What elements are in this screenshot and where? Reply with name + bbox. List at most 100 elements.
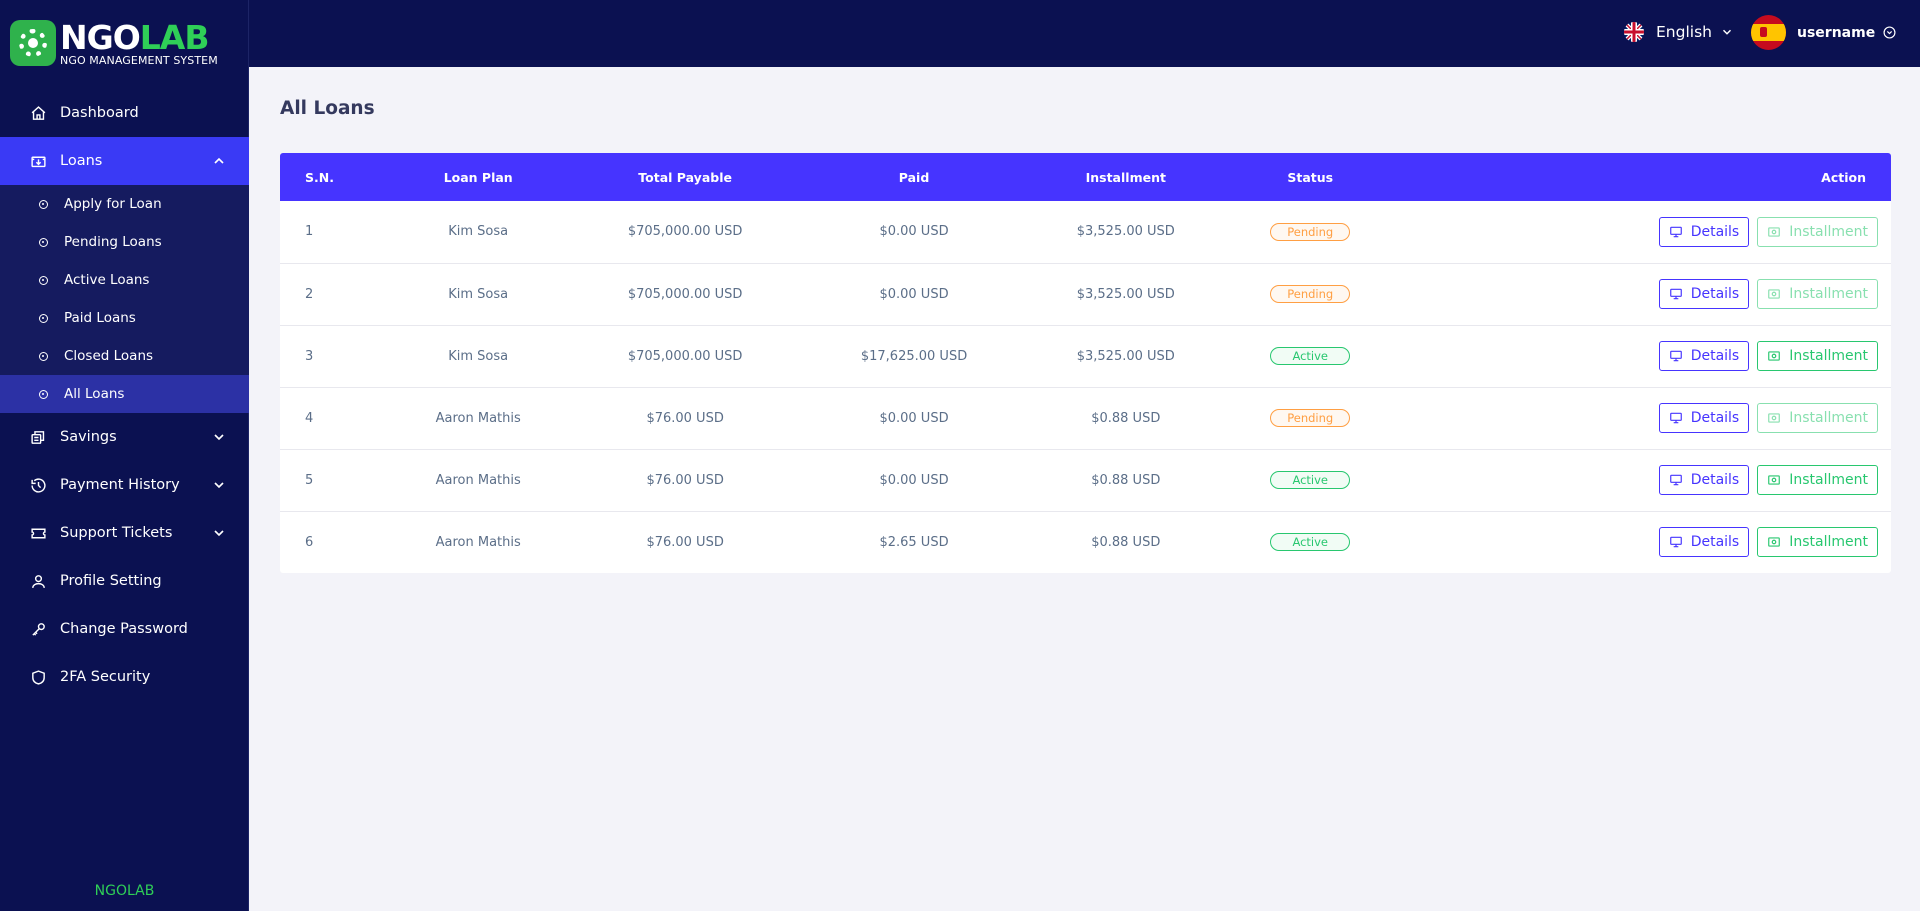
installment-button[interactable]: Installment: [1757, 403, 1878, 433]
key-icon: [29, 620, 47, 638]
user-icon: [29, 572, 47, 590]
language-selector[interactable]: English: [1624, 22, 1734, 42]
sidebar-item-support-tickets[interactable]: Support Tickets: [0, 509, 249, 557]
sidebar-subitem-pending-loans[interactable]: Pending Loans: [0, 223, 249, 261]
table-row: 6 Aaron Mathis $76.00 USD $2.65 USD $0.88 US…: [280, 511, 1891, 573]
sidebar: NGOLAB NGO MANAGEMENT SYSTEM Dashboard L…: [0, 0, 249, 911]
logo-mark-icon: [10, 20, 56, 66]
installment-button[interactable]: Installment: [1757, 279, 1878, 309]
sidebar-item-2fa-security[interactable]: 2FA Security: [0, 653, 249, 701]
circle-dot-icon: [39, 389, 48, 399]
money-bill-icon: [1767, 349, 1781, 363]
desktop-icon: [1669, 349, 1683, 363]
circle-dot-icon: [39, 313, 48, 323]
cell-installment: $3,525.00 USD: [1076, 348, 1175, 364]
user-menu[interactable]: username: [1751, 15, 1896, 50]
sidebar-subitem-apply-loan[interactable]: Apply for Loan: [0, 185, 249, 223]
details-button[interactable]: Details: [1658, 216, 1750, 247]
cell-paid: $17,625.00 USD: [860, 348, 968, 364]
cell-paid: $0.00 USD: [879, 224, 949, 240]
details-button[interactable]: Details: [1658, 465, 1750, 495]
logo-wordmark: NGOLAB: [60, 17, 209, 57]
cell-loan-plan: Kim Sosa: [448, 224, 509, 240]
chevron-up-icon: [211, 153, 227, 169]
details-button-label: Details: [1690, 534, 1740, 551]
cell-action: Details Installment: [1393, 201, 1891, 263]
chevron-down-icon: [211, 525, 227, 541]
desktop-icon: [1669, 535, 1683, 549]
status-badge: Pending: [1270, 409, 1351, 427]
cell-status: Active: [1227, 449, 1393, 511]
desktop-icon: [1669, 225, 1683, 239]
details-button[interactable]: Details: [1658, 527, 1750, 558]
details-button-label: Details: [1690, 223, 1740, 240]
cell-action: Details Installment: [1393, 449, 1891, 511]
table-row: 1 Kim Sosa $705,000.00 USD $0.00 USD $3,525.…: [280, 201, 1891, 263]
column-header-loan-plan: Loan Plan: [443, 169, 513, 185]
sidebar-subitem-active-loans[interactable]: Active Loans: [0, 261, 249, 299]
installment-button[interactable]: Installment: [1757, 341, 1878, 371]
cell-status: Active: [1227, 325, 1393, 387]
cell-action: Details Installment: [1393, 387, 1891, 449]
installment-button[interactable]: Installment: [1757, 216, 1878, 247]
sidebar-subitem-paid-loans[interactable]: Paid Loans: [0, 299, 249, 337]
brand-logo[interactable]: NGOLAB NGO MANAGEMENT SYSTEM: [10, 18, 218, 68]
column-header-installment: Installment: [1085, 169, 1166, 185]
sidebar-subitem-closed-loans[interactable]: Closed Loans: [0, 337, 249, 375]
money-bill-icon: [1767, 225, 1781, 239]
details-button-label: Details: [1690, 472, 1740, 488]
sidebar-subitem-all-loans[interactable]: All Loans: [0, 375, 249, 413]
cell-action: Details Installment: [1393, 511, 1891, 573]
cell-total-payable: $705,000.00 USD: [627, 348, 743, 364]
cell-action: Details Installment: [1393, 325, 1891, 387]
cell-sn: 6: [305, 534, 314, 550]
language-label: English: [1656, 23, 1712, 41]
sidebar-item-profile-setting[interactable]: Profile Setting: [0, 557, 249, 605]
cell-installment: $0.88 USD: [1091, 534, 1161, 550]
installment-button[interactable]: Installment: [1757, 465, 1878, 495]
cell-status: Pending: [1227, 387, 1393, 449]
chevron-circle-down-icon: [1883, 26, 1896, 39]
details-button[interactable]: Details: [1658, 279, 1750, 309]
cell-sn: 2: [305, 286, 314, 302]
sidebar-item-payment-history[interactable]: Payment History: [0, 461, 249, 509]
sidebar-item-label: Change Password: [60, 621, 188, 637]
cell-installment: $0.88 USD: [1091, 410, 1161, 426]
history-icon: [29, 476, 47, 494]
details-button[interactable]: Details: [1658, 403, 1750, 433]
installment-button[interactable]: Installment: [1757, 527, 1878, 558]
uk-flag-icon: [1624, 22, 1644, 42]
money-bill-icon: [1767, 535, 1781, 549]
sidebar-item-label: Support Tickets: [60, 525, 173, 541]
cell-sn: 4: [305, 410, 314, 426]
sidebar-footer-brand: NGOLAB: [94, 883, 155, 899]
details-button[interactable]: Details: [1658, 341, 1750, 371]
cell-status: Pending: [1227, 201, 1393, 263]
sidebar-item-dashboard[interactable]: Dashboard: [0, 89, 249, 137]
table-row: 2 Kim Sosa $705,000.00 USD $0.00 USD $3,525.…: [280, 263, 1891, 325]
sidebar-item-label: Savings: [60, 429, 117, 445]
sidebar-item-loans[interactable]: Loans: [0, 137, 249, 185]
installment-button-label: Installment: [1789, 286, 1868, 302]
installment-button-label: Installment: [1789, 534, 1868, 551]
cell-sn: 5: [305, 472, 314, 488]
money-bill-icon: [1767, 411, 1781, 425]
circle-dot-icon: [39, 275, 48, 285]
cell-status: Active: [1227, 511, 1393, 573]
table-row: 4 Aaron Mathis $76.00 USD $0.00 USD $0.88 US…: [280, 387, 1891, 449]
sidebar-menu: Dashboard Loans Apply for Loan Pending L…: [0, 89, 249, 701]
installment-button-label: Installment: [1789, 348, 1868, 364]
logo-subtitle: NGO MANAGEMENT SYSTEM: [60, 53, 218, 67]
sidebar-item-change-password[interactable]: Change Password: [0, 605, 249, 653]
cell-loan-plan: Aaron Mathis: [435, 534, 521, 550]
cell-loan-plan: Aaron Mathis: [435, 410, 521, 426]
desktop-icon: [1669, 411, 1683, 425]
cell-installment: $3,525.00 USD: [1076, 286, 1175, 302]
savings-icon: [29, 428, 47, 446]
money-bill-icon: [1767, 287, 1781, 301]
sidebar-item-label: 2FA Security: [60, 669, 151, 685]
status-badge: Active: [1270, 347, 1351, 365]
status-badge: Pending: [1270, 285, 1351, 303]
cell-paid: $0.00 USD: [879, 410, 949, 426]
sidebar-item-savings[interactable]: Savings: [0, 413, 249, 461]
